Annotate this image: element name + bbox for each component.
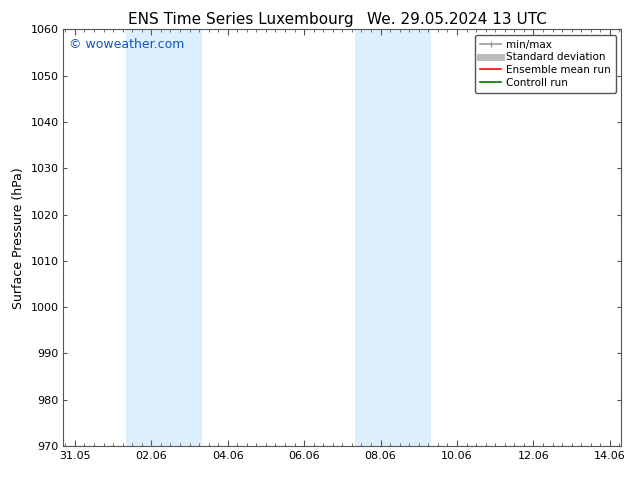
Text: ENS Time Series Luxembourg: ENS Time Series Luxembourg [128,12,354,27]
Legend: min/max, Standard deviation, Ensemble mean run, Controll run: min/max, Standard deviation, Ensemble me… [475,35,616,93]
Y-axis label: Surface Pressure (hPa): Surface Pressure (hPa) [12,167,25,309]
Bar [355,29,431,446]
Text: We. 29.05.2024 13 UTC: We. 29.05.2024 13 UTC [366,12,547,27]
Text: © woweather.com: © woweather.com [69,38,184,51]
Bar [126,29,202,446]
